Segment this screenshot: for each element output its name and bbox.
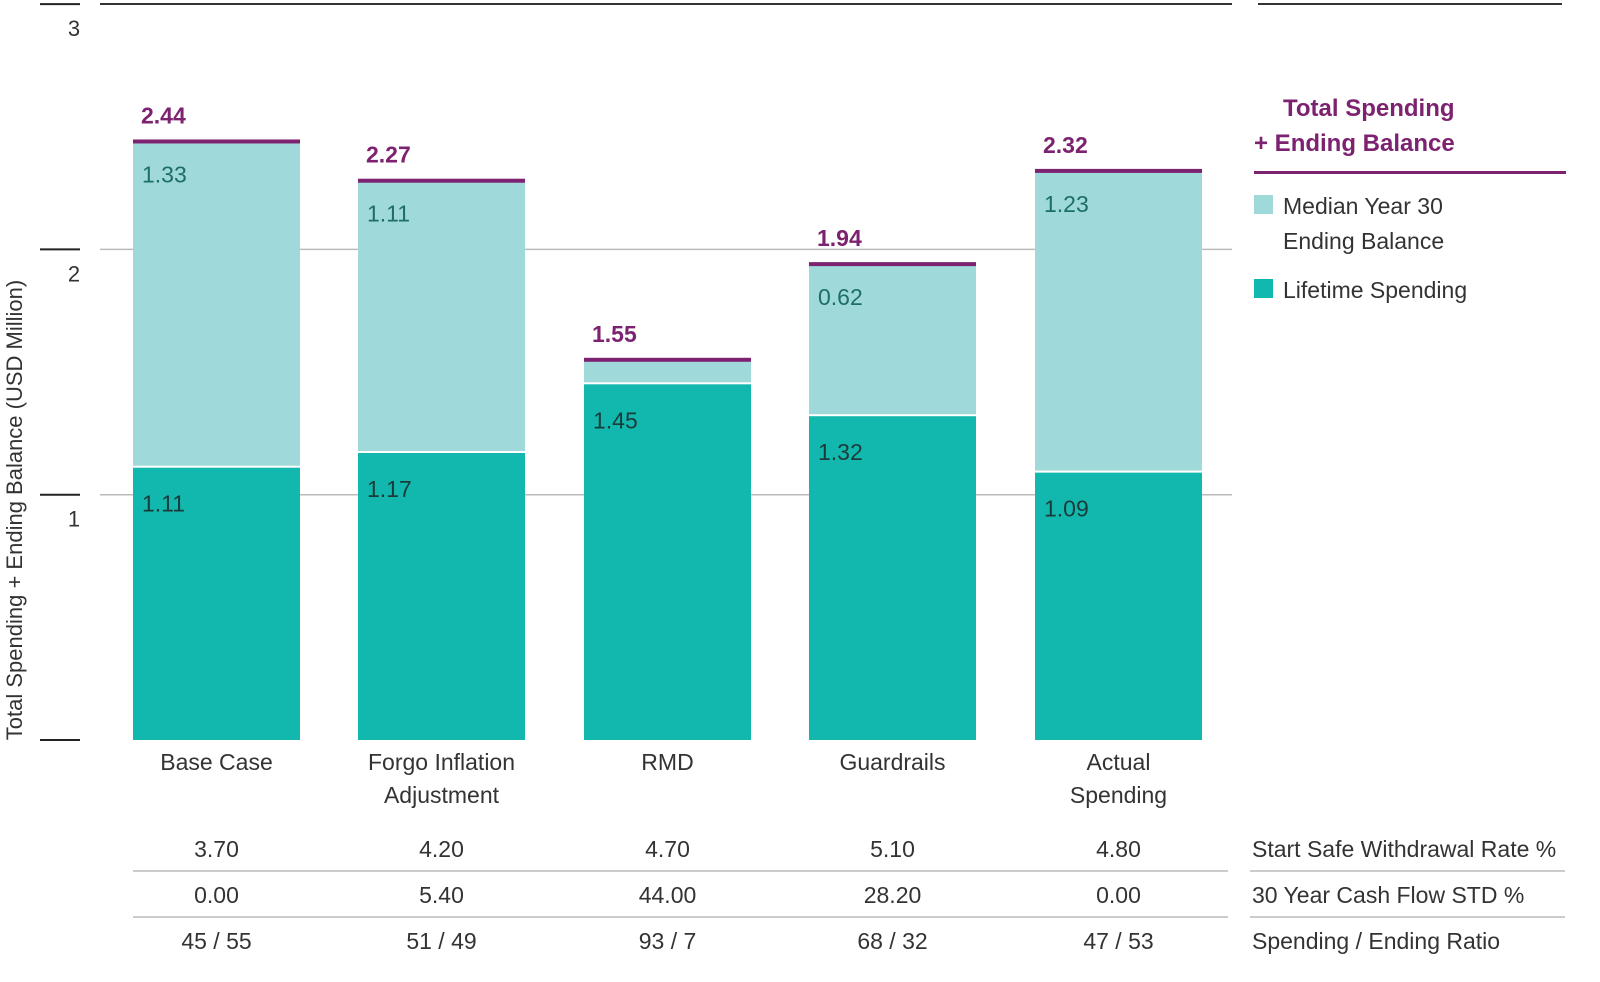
bar-ending-balance [584,359,751,383]
spending-label: 1.09 [1044,496,1089,522]
total-label: 1.55 [592,321,637,347]
spending-label: 1.17 [367,476,412,502]
legend-total-title: Total Spending [1283,95,1455,122]
category-label: RMD [641,749,693,775]
bar-total-marker [809,262,976,267]
balance-label: 1.33 [142,161,187,187]
y-tick-label: 1 [68,507,80,532]
bar-ending-balance [809,264,976,415]
legend-total-marker [1254,171,1566,174]
y-tick-label: 3 [68,16,80,41]
balance-label: 0.62 [818,284,863,310]
category-label: Adjustment [384,782,500,808]
table-cell: 4.20 [419,836,464,862]
legend-label-balance: Median Year 30 [1283,193,1443,219]
table-cell: 5.40 [419,882,464,908]
table-cell: 68 / 32 [857,928,927,954]
y-tick-label: 2 [68,261,80,286]
table-cell: 3.70 [194,836,239,862]
balance-label: 1.23 [1044,191,1089,217]
table-cell: 4.70 [645,836,690,862]
bar-total-marker [358,178,525,183]
bar-total-marker [584,357,751,362]
spending-label: 1.32 [818,439,863,465]
table-row-label: Start Safe Withdrawal Rate % [1252,836,1556,862]
bar-total-marker [133,139,300,144]
table-cell: 0.00 [194,882,239,908]
total-label: 2.44 [141,102,186,128]
table-cell: 0.00 [1096,882,1141,908]
balance-label: 1.11 [367,201,410,227]
table-row-label: 30 Year Cash Flow STD % [1252,882,1524,908]
category-label: Base Case [160,749,273,775]
category-label: Spending [1070,782,1167,808]
table-cell: 51 / 49 [406,928,476,954]
table-cell: 45 / 55 [181,928,251,954]
table-cell: 93 / 7 [639,928,697,954]
total-label: 2.27 [366,142,411,168]
legend-swatch-balance [1254,195,1273,214]
table-cell: 4.80 [1096,836,1141,862]
y-axis-label: Total Spending + Ending Balance (USD Mil… [2,280,27,740]
table-cell: 5.10 [870,836,915,862]
bar-lifetime-spending [584,384,751,740]
total-label: 1.94 [817,225,862,251]
bar-total-marker [1035,168,1202,173]
table-cell: 44.00 [639,882,697,908]
category-label: Forgo Inflation [368,749,515,775]
bar-ending-balance [133,141,300,466]
legend-total-title: + Ending Balance [1254,130,1455,157]
bar-lifetime-spending [133,467,300,740]
bar-ending-balance [1035,170,1202,471]
total-label: 2.32 [1043,132,1088,158]
bar-ending-balance [358,180,525,451]
legend-label-spending: Lifetime Spending [1283,277,1467,303]
category-label: Actual [1087,749,1151,775]
bar-lifetime-spending [358,452,525,740]
table-cell: 47 / 53 [1083,928,1153,954]
legend-swatch-spending [1254,279,1273,298]
bar-lifetime-spending [1035,472,1202,740]
legend-label-balance: Ending Balance [1283,228,1444,254]
table-cell: 28.20 [864,882,922,908]
category-label: Guardrails [839,749,945,775]
bar-lifetime-spending [809,416,976,740]
spending-label: 1.11 [142,491,185,517]
table-row-label: Spending / Ending Ratio [1252,928,1500,954]
spending-label: 1.45 [593,407,638,433]
